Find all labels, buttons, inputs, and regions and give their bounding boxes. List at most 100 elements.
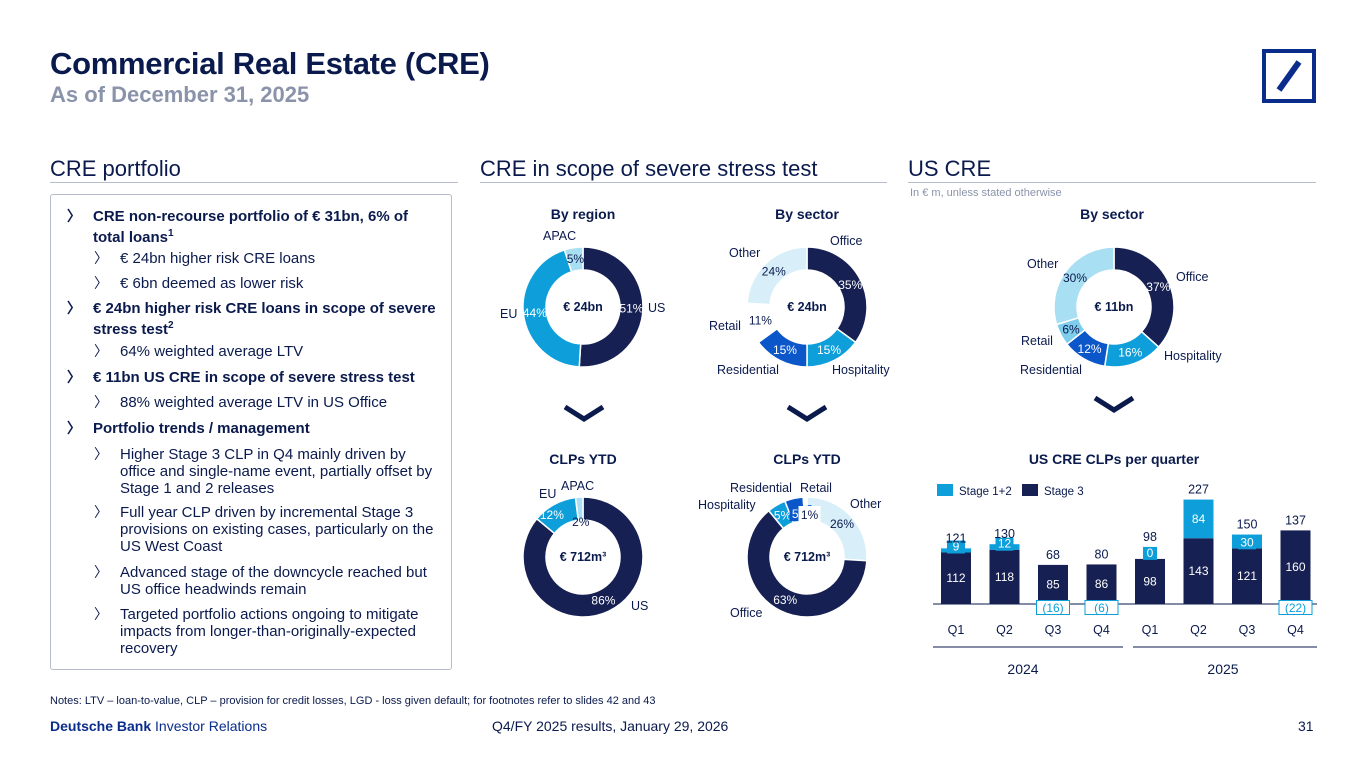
bar-label-box: [1143, 546, 1157, 560]
slice-category-label: US: [631, 599, 648, 613]
bullet-sub: 〉 Targeted portfolio actions ongoing to m…: [94, 606, 438, 657]
footer-event: Q4/FY 2025 results, January 29, 2026: [492, 718, 729, 734]
footnote-text: Notes: LTV – loan-to-value, CLP – provis…: [50, 695, 656, 707]
donut-center-label: € 712m³: [784, 550, 831, 564]
x-tick-label: Q1: [948, 623, 965, 637]
legend-label: Stage 3: [1044, 486, 1084, 498]
section-divider: [908, 182, 1316, 183]
bar-stage3: [989, 549, 1020, 604]
bullet-marker-icon: 〉: [67, 420, 81, 436]
bar-total-label: 150: [1237, 518, 1258, 532]
bar-stage3: [1183, 538, 1214, 604]
x-tick-label: Q1: [1142, 623, 1159, 637]
slice-category-label: APAC: [543, 230, 576, 243]
footnote-ref: 1: [168, 228, 174, 239]
bar-value-label: 86: [1095, 577, 1109, 591]
section-title-stress: CRE in scope of severe stress test: [480, 156, 818, 181]
bullet-text: 88% weighted average LTV in US Office: [120, 394, 388, 411]
clp-sector-donut-chart: 26%Other63%Office5%Hospitality5%Resident…: [698, 481, 881, 620]
donut-slice-office: [1113, 246, 1175, 349]
bullet-marker-icon: 〉: [94, 394, 108, 410]
slice-category-label: Hospitality: [698, 498, 756, 512]
bar-stage3: [1135, 558, 1165, 604]
sector-donut-chart: 35% Office 15% Hospitality 15% Residential 11%…: [709, 234, 890, 377]
bullet-marker-icon: 〉: [94, 606, 108, 622]
slice-category-label: Retail: [709, 319, 741, 333]
bar-value-label: 84: [1192, 512, 1206, 526]
chart-title-sector: By sector: [775, 206, 839, 222]
bar-total-label: 121: [946, 531, 967, 545]
x-tick-label: Q4: [1287, 623, 1304, 637]
bullet-text: Higher Stage 3 CLP in Q4 mainly driven b…: [120, 446, 433, 497]
bullet-main: 〉 € 24bn higher risk CRE loans in scope o…: [67, 300, 438, 338]
slice-category-label: Residential: [1020, 363, 1082, 377]
bullet-text: € 6bn deemed as lower risk: [120, 275, 304, 292]
us-clp-bar-chart: Stage 1+2 Stage 31129121Q111812130Q285(16…: [933, 483, 1317, 677]
bar-total-label: 68: [1046, 548, 1060, 562]
bullet-sub: 〉 Higher Stage 3 CLP in Q4 mainly driven …: [94, 446, 438, 497]
slice-value-label: 15%: [773, 343, 797, 357]
legend-swatch: [937, 484, 953, 496]
slice-value-label: 2%: [572, 515, 590, 529]
bar-stage3: [1232, 548, 1262, 604]
slice-category-label: Residential: [730, 481, 792, 495]
bullet-main: 〉 Portfolio trends / management: [67, 420, 438, 437]
bullet-marker-icon: 〉: [94, 343, 108, 359]
chart-title-us-sector: By sector: [1080, 206, 1144, 222]
bar-stage3: [1038, 564, 1068, 604]
page-subtitle: As of December 31, 2025: [50, 82, 310, 107]
bullet-text: Targeted portfolio actions ongoing to mi…: [120, 606, 419, 657]
donut-slice-us: [578, 246, 644, 368]
slice-value-label: 15%: [817, 343, 841, 357]
bullet-text: € 24bn higher risk CRE loans: [120, 250, 316, 267]
bar-label-box: [995, 537, 1014, 551]
donut-slice-eu: [522, 248, 582, 368]
slice-value-label: 63%: [773, 593, 797, 607]
slice-value-label: 24%: [762, 265, 786, 279]
slice-value-label: 12%: [540, 508, 564, 522]
deutsche-bank-logo: [1262, 49, 1316, 103]
bar-total-label: 80: [1095, 547, 1109, 561]
bar-value-label: 85: [1046, 577, 1060, 591]
bullet-text: Full year CLP driven by incremental Stag…: [120, 504, 434, 555]
page-title: Commercial Real Estate (CRE): [50, 46, 490, 81]
bar-negative-inner: [1085, 601, 1118, 614]
bar-total-label: 130: [994, 527, 1015, 541]
bar-value-label: 12: [998, 537, 1012, 551]
slice-category-label: Retail: [1021, 334, 1053, 348]
chart-title-region: By region: [550, 206, 616, 222]
bullet-marker-icon: 〉: [67, 369, 81, 385]
bar-negative-inner: [1279, 601, 1312, 614]
bar-value-label: 160: [1285, 560, 1305, 574]
slice-category-label: Other: [1027, 257, 1058, 271]
chart-title-clp-sector: CLPs YTD: [773, 451, 841, 467]
bullet-marker-icon: 〉: [94, 446, 108, 462]
bullet-sub: 〉 Full year CLP driven by incremental Sta…: [94, 504, 438, 555]
x-tick-label: Q4: [1093, 623, 1110, 637]
bar-value-label: 30: [1240, 535, 1254, 549]
bullet-text: CRE non-recourse portfolio of € 31bn, 6%…: [93, 208, 409, 246]
slice-value-label: 11%: [749, 314, 772, 328]
bar-total-label: 98: [1143, 530, 1157, 544]
footer-brand: Deutsche Bank Investor Relations: [50, 718, 267, 734]
slice-value-label: 6%: [1062, 322, 1080, 336]
bullet-marker-icon: 〉: [67, 208, 81, 224]
section-title-us: US CRE: [908, 156, 992, 181]
x-tick-label: Q2: [996, 623, 1013, 637]
slice-category-label: Hospitality: [832, 363, 890, 377]
slash-logo-icon: [1276, 60, 1302, 92]
us-sector-donut-chart: 37% Office 16% Hospitality 12% Residential 6% R…: [1020, 246, 1222, 377]
bullet-text: Advanced stage of the downcycle reached …: [120, 564, 427, 598]
bullet-sub: 〉 64% weighted average LTV: [94, 343, 438, 360]
slice-category-label: Residential: [717, 363, 779, 377]
bar-value-label: 121: [1237, 569, 1257, 583]
bar-total-label: 137: [1285, 513, 1306, 527]
bar-value-label: 0: [1147, 546, 1154, 560]
bullet-text: € 24bn higher risk CRE loans in scope of…: [93, 300, 436, 338]
bar-total-label: 227: [1188, 483, 1209, 497]
donut-slice-other: [1053, 246, 1115, 326]
chevron-down-icon: [1092, 395, 1136, 420]
slice-category-label: Hospitality: [1164, 349, 1222, 363]
portfolio-summary-box: [50, 194, 452, 670]
bullet-sub: 〉 88% weighted average LTV in US Office: [94, 394, 438, 411]
